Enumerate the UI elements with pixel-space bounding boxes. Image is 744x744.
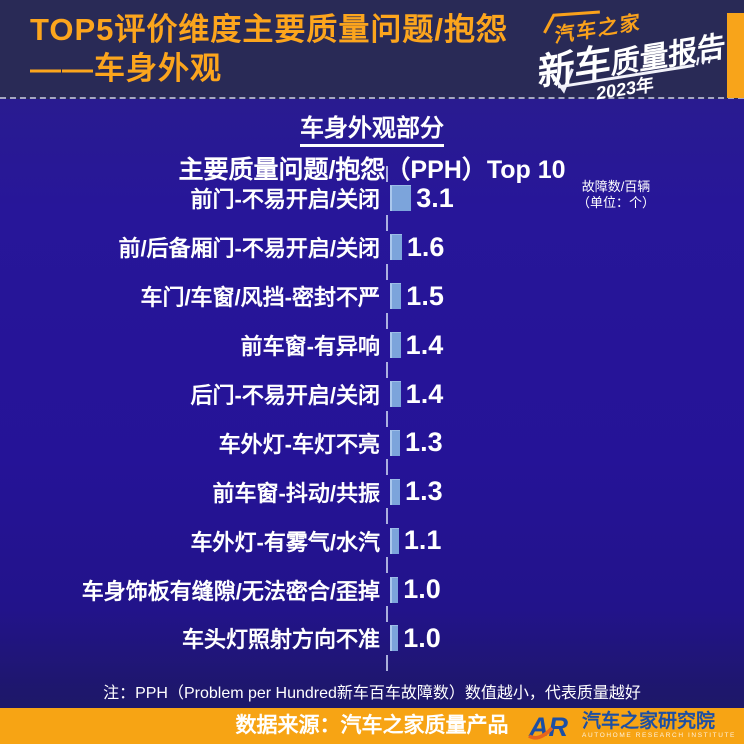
axis-tick [386,606,388,623]
bar-value-label: 1.0 [403,622,441,653]
header: TOP5评价维度主要质量问题/抱怨 ——车身外观 汽车之家 新车质量报告 202… [0,0,744,104]
bar [390,576,399,603]
bar-category-label: 前车窗-有异响 [240,334,380,360]
chart-row: 车外灯-车灯不亮 1.3 [0,418,744,467]
axis-tick [386,410,388,427]
bar-category-label: 车身饰板有缝隙/无法密合/歪掉 [81,578,380,604]
axis-tick [386,655,388,671]
brand-roof-stroke-icon [543,10,600,94]
chart-row: 后门-不易开启/关闭 1.4 [0,370,744,419]
chart-row: 车外灯-有雾气/水汽 1.1 [0,516,744,565]
chart-section: 车身外观部分 主要质量问题/抱怨（PPH）Top 10 故障数/百辆 （单位：个… [0,101,744,708]
bar [390,381,401,407]
axis-tick [386,166,388,182]
bar [390,527,399,554]
ar-logo-icon: AR [528,712,568,741]
unit-line1: 故障数/百辆 [581,179,651,194]
axis-tick [386,263,388,280]
axis-tick [386,361,388,378]
chart-footnote: 注：PPH（Problem per Hundred新车百车故障数）数值越小，代表… [103,685,641,702]
bar-category-label: 车外灯-车灯不亮 [218,431,380,457]
institute-name-en: AUTOHOME RESEARCH INSTITUTE [582,732,736,739]
bar-category-label: 后门-不易开启/关闭 [190,383,380,408]
axis-tick [386,214,388,231]
research-institute-logo: AR 汽车之家研究院 AUTOHOME RESEARCH INSTITUTE [528,711,736,742]
axis-tick [386,459,388,476]
chart-row: 车门/车窗/风挡-密封不严 1.5 [0,272,744,321]
axis-tick [386,312,388,329]
bar-value-label: 1.5 [406,280,444,311]
bar-category-label: 车门/车窗/风挡-密封不严 [140,285,380,311]
axis-tick [386,557,388,574]
page-title-line1: TOP5评价维度主要质量问题/抱怨 [30,12,509,47]
bar-value-label: 1.4 [405,378,444,409]
page-title: TOP5评价维度主要质量问题/抱怨 ——车身外观 [30,10,508,88]
chart-row: 车头灯照射方向不准 1.0 [0,614,744,663]
page-title-line2: ——车身外观 [30,51,222,86]
chart-subtitle: 主要质量问题/抱怨（PPH）Top 10 [178,156,566,184]
chart-row: 前/后备厢门-不易开启/关闭 1.6 [0,223,744,272]
unit-line2: （单位：个） [576,195,655,210]
data-source-label: 数据来源：汽车之家质量产品 [235,714,509,737]
institute-name-cn: 汽车之家研究院 [582,711,716,732]
bar-value-label: 1.0 [403,574,441,605]
institute-name: 汽车之家研究院 AUTOHOME RESEARCH INSTITUTE [582,712,736,740]
bar [390,478,401,505]
section-title: 车身外观部分 [0,108,744,147]
chart-row: 前车窗-抖动/共振 1.3 [0,467,744,516]
brand-logo: 汽车之家 新车质量报告 2023年 [502,0,730,116]
bar-category-label: 车头灯照射方向不准 [181,627,380,653]
bar-value-label: 1.3 [405,476,443,507]
bar [390,429,401,456]
bar-value-label: 3.1 [416,182,454,213]
bar [390,283,402,310]
chart-row: 前车窗-有异响 1.4 [0,321,744,370]
bar [390,332,401,359]
bar-value-label: 1.3 [405,427,443,458]
unit-annotation: 故障数/百辆 （单位：个） [566,179,666,211]
bar-value-label: 1.6 [406,231,445,262]
chart-row: 车身饰板有缝隙/无法密合/歪掉 1.0 [0,565,744,614]
footer: 数据来源：汽车之家质量产品 AR 汽车之家研究院 AUTOHOME RESEAR… [0,708,744,744]
bar-category-label: 前/后备厢门-不易开启/关闭 [118,236,380,262]
bar [390,625,399,652]
bar-category-label: 前车窗-抖动/共振 [212,480,380,506]
bar-value-label: 1.4 [405,329,444,360]
bar [390,185,412,212]
bar [390,234,402,261]
header-accent-bar [727,13,744,98]
bar-category-label: 前门-不易开启/关闭 [190,187,380,213]
bar-chart: 前门-不易开启/关闭 3.1 前/后备厢门-不易开启/关闭 1.6 车门/车窗/风挡-密… [0,166,744,671]
chart-row: 前门-不易开启/关闭 3.1 [0,174,744,223]
bar-category-label: 车外灯-有雾气/水汽 [190,529,380,555]
axis-tick [386,508,388,525]
bar-value-label: 1.1 [403,525,442,556]
